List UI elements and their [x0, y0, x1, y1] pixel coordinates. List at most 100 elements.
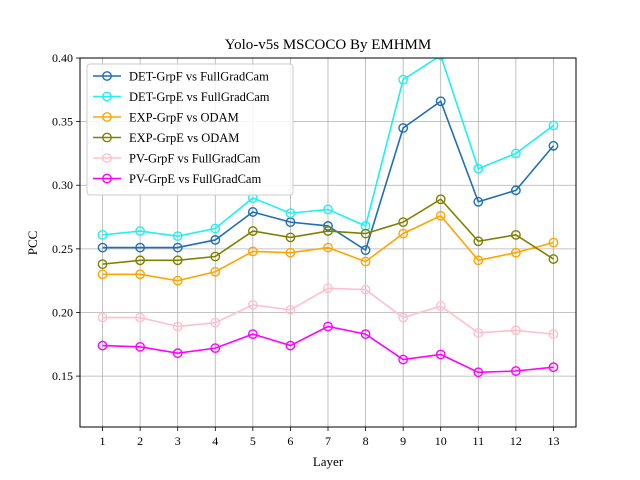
data-point	[398, 123, 409, 133]
data-point	[210, 223, 221, 234]
data-point	[360, 256, 371, 267]
data-point	[247, 246, 258, 257]
data-point	[398, 228, 409, 239]
data-point	[323, 321, 333, 332]
y-tick-label: 0.15	[52, 369, 73, 383]
data-point	[360, 329, 371, 340]
legend-entry: PV-GrpF vs FullGradCam	[129, 152, 261, 166]
legend-box	[86, 63, 294, 196]
data-point	[285, 232, 296, 243]
data-point	[247, 207, 258, 217]
x-tick-label: 4	[212, 434, 218, 448]
data-point	[97, 340, 108, 351]
data-point	[435, 96, 446, 107]
x-tick-label: 2	[137, 434, 143, 448]
data-point	[398, 312, 409, 323]
data-point	[436, 58, 445, 61]
data-point	[172, 275, 183, 286]
x-axis-label: Layer	[313, 454, 344, 469]
data-point	[172, 321, 183, 332]
series-line	[102, 100, 555, 252]
data-point	[97, 259, 108, 270]
x-tick-label: 7	[325, 434, 331, 448]
data-point	[360, 284, 371, 295]
data-point	[548, 140, 559, 151]
data-point	[473, 327, 484, 338]
legend: DET-GrpF vs FullGradCam DET-GrpE vs FullG…	[86, 63, 294, 196]
data-point	[172, 242, 183, 253]
x-tick-label: 13	[547, 434, 559, 448]
data-point	[398, 354, 409, 365]
legend-swatch-marker	[102, 91, 112, 102]
y-axis: 0.15 0.20 0.25 0.30 0.35 0.40	[52, 51, 80, 383]
data-point	[285, 305, 296, 315]
data-point	[210, 235, 221, 245]
data-point	[473, 163, 484, 174]
data-point	[135, 255, 146, 266]
data-point	[172, 348, 183, 359]
data-point	[172, 255, 183, 266]
data-point	[210, 317, 221, 328]
legend-swatch-marker	[102, 112, 112, 122]
chart-title: Yolo-v5s MSCOCO By EMHMM	[225, 37, 431, 53]
data-point	[435, 301, 446, 312]
data-point	[97, 269, 108, 280]
data-point	[398, 74, 409, 85]
x-tick-label: 6	[287, 434, 293, 448]
data-point	[548, 254, 559, 264]
data-point	[247, 226, 258, 236]
data-point	[548, 120, 559, 131]
data-point	[510, 325, 521, 336]
data-point	[435, 210, 446, 221]
data-point	[247, 299, 258, 310]
legend-entry: DET-GrpF vs FullGradCam	[129, 70, 269, 84]
legend-swatch-marker	[102, 153, 112, 163]
data-point	[473, 367, 484, 378]
data-point	[510, 185, 521, 196]
data-point	[135, 269, 146, 280]
series-3	[97, 210, 559, 286]
data-point	[210, 343, 221, 354]
data-point	[360, 228, 371, 239]
y-tick-label: 0.40	[52, 51, 73, 65]
data-point	[135, 312, 146, 323]
data-point	[247, 329, 258, 340]
data-point	[97, 229, 108, 240]
x-tick-label: 1	[100, 434, 106, 448]
series-line	[102, 198, 554, 265]
data-point	[548, 362, 559, 373]
data-point	[210, 266, 221, 277]
data-point	[323, 226, 333, 236]
plot-area	[97, 58, 559, 378]
data-point	[510, 229, 521, 240]
data-point	[97, 242, 108, 253]
x-axis: 1 2 3 4 5 6 7 8 9 10 11 12 13	[100, 427, 559, 448]
series-line	[102, 325, 554, 374]
data-point	[285, 208, 296, 219]
legend-entry: EXP-GrpF vs ODAM	[129, 111, 239, 125]
y-axis-label: PCC	[25, 231, 40, 256]
data-point	[510, 366, 521, 376]
y-tick-label: 0.20	[52, 305, 73, 319]
legend-entry: PV-GrpE vs FullGradCam	[129, 172, 261, 186]
series-line	[102, 287, 554, 335]
data-point	[510, 247, 521, 258]
data-point	[285, 247, 296, 258]
legend-entry: DET-GrpE vs FullGradCam	[129, 90, 270, 104]
data-point	[398, 217, 409, 228]
series-6	[97, 321, 559, 378]
data-point	[323, 221, 333, 231]
series-5	[97, 283, 559, 340]
x-tick-label: 9	[400, 434, 406, 448]
series-4	[97, 194, 559, 270]
data-point	[473, 196, 484, 207]
data-point	[135, 226, 146, 236]
data-point	[548, 329, 559, 340]
x-tick-label: 11	[473, 434, 485, 448]
legend-swatch-marker	[102, 71, 112, 81]
data-point	[323, 283, 333, 294]
series-line	[102, 58, 554, 237]
legend-entry: EXP-GrpE vs ODAM	[129, 131, 239, 145]
y-tick-label: 0.25	[52, 242, 73, 256]
